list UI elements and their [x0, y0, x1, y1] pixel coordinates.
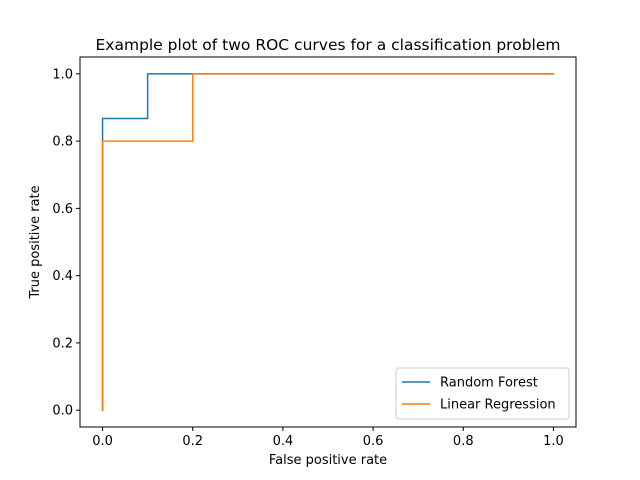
x-tick-label: 0.0 — [92, 434, 113, 449]
x-axis-ticks: 0.0 0.2 0.4 0.6 0.8 1.0 — [92, 427, 564, 449]
legend: Random Forest Linear Regression — [395, 367, 570, 420]
x-tick-label: 0.8 — [453, 434, 474, 449]
series-line-random-forest — [101, 73, 555, 411]
series-line-linear-regression — [101, 73, 555, 411]
x-tick-label: 1.0 — [543, 434, 564, 449]
legend-label-linear-regression: Linear Regression — [440, 398, 556, 413]
x-axis-label: False positive rate — [269, 453, 387, 468]
x-tick-label: 0.2 — [182, 434, 203, 449]
legend-box — [395, 367, 570, 420]
series-layer — [101, 73, 555, 411]
y-tick-label: 0.6 — [52, 202, 73, 217]
axes-frame — [79, 56, 577, 428]
y-tick-label: 0.2 — [52, 336, 73, 351]
chart-title: Example plot of two ROC curves for a cla… — [96, 36, 561, 54]
x-tick-label: 0.4 — [273, 434, 294, 449]
y-axis-ticks: 0.0 0.2 0.4 0.6 0.8 1.0 — [52, 67, 80, 419]
x-tick-label: 0.6 — [363, 434, 384, 449]
y-tick-label: 0.4 — [52, 269, 73, 284]
y-tick-label: 0.8 — [52, 135, 73, 150]
y-axis-label: True positive rate — [28, 185, 43, 299]
y-tick-label: 1.0 — [52, 67, 73, 82]
legend-label-random-forest: Random Forest — [440, 376, 538, 391]
y-tick-label: 0.0 — [52, 404, 73, 419]
